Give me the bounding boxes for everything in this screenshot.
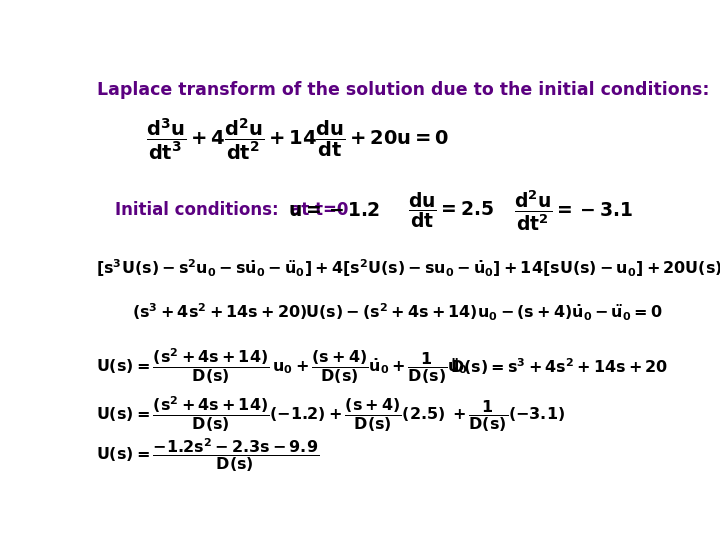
Text: $\mathbf{\dfrac{d^2u}{dt^2} = -3.1}$: $\mathbf{\dfrac{d^2u}{dt^2} = -3.1}$	[514, 188, 633, 233]
Text: $\mathbf{U(s) = \dfrac{(s^2+4s+14)}{D(s)}\,u_0 + \dfrac{(s+4)}{D(s)}\dot{u}_0 + : $\mathbf{U(s) = \dfrac{(s^2+4s+14)}{D(s)…	[96, 346, 467, 386]
Text: Initial conditions:  at t=0: Initial conditions: at t=0	[115, 201, 348, 219]
Text: $\mathbf{u = -1.2}$: $\mathbf{u = -1.2}$	[288, 201, 380, 220]
Text: $\mathbf{\dfrac{d^3u}{dt^3} + 4\dfrac{d^2u}{dt^2} + 14\dfrac{du}{dt} + 20u = 0}$: $\mathbf{\dfrac{d^3u}{dt^3} + 4\dfrac{d^…	[145, 117, 449, 163]
Text: $\mathbf{U(s) = \dfrac{-1.2s^2 - 2.3s - 9.9}{D(s)}}$: $\mathbf{U(s) = \dfrac{-1.2s^2 - 2.3s - …	[96, 437, 319, 475]
Text: $\mathbf{D(s) = s^3 + 4s^2 + 14s + 20}$: $\mathbf{D(s) = s^3 + 4s^2 + 14s + 20}$	[450, 356, 668, 376]
Text: $\mathbf{U(s) = \dfrac{(s^2+4s+14)}{D(s)}(-1.2) + \dfrac{(s+4)}{D(s)}(2.5)\; + \: $\mathbf{U(s) = \dfrac{(s^2+4s+14)}{D(s)…	[96, 394, 564, 434]
Text: $\mathbf{(s^3 + 4s^2 + 14s + 20)U(s) - (s^2 + 4s + 14)u_0 - (s+4)\dot{u}_0 - \dd: $\mathbf{(s^3 + 4s^2 + 14s + 20)U(s) - (…	[132, 301, 662, 323]
Text: Laplace transform of the solution due to the initial conditions:: Laplace transform of the solution due to…	[97, 82, 710, 99]
Text: $\mathbf{[s^3U(s) - s^2u_0 - s\dot{u}_0 - \ddot{u}_0] + 4[s^2U(s) - su_0 - \dot{: $\mathbf{[s^3U(s) - s^2u_0 - s\dot{u}_0 …	[96, 258, 720, 279]
Text: $\mathbf{\dfrac{du}{dt} = 2.5}$: $\mathbf{\dfrac{du}{dt} = 2.5}$	[408, 191, 494, 230]
